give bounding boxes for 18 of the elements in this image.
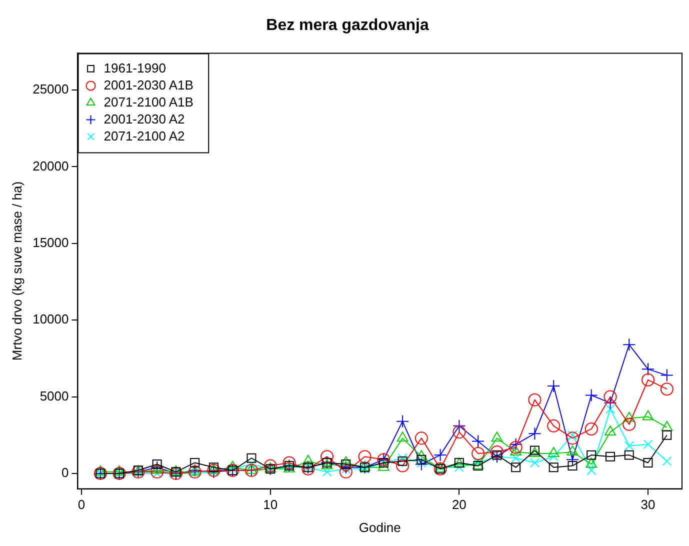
y-tick-label: 10000: [32, 312, 69, 327]
chart-title: Bez mera gazdovanja: [266, 17, 429, 34]
x-tick-label: 10: [263, 497, 278, 512]
legend-label: 2001-2030 A1B: [104, 77, 194, 92]
y-tick-label: 15000: [32, 234, 69, 250]
legend-label: 2001-2030 A2: [104, 111, 185, 126]
x-tick-label: 30: [640, 497, 656, 512]
legend-label: 2071-2100 A2: [104, 128, 185, 144]
x-axis-title: Godine: [358, 520, 401, 535]
y-tick-label: 25000: [32, 82, 69, 97]
x-tick-label: 20: [452, 497, 466, 512]
y-tick-label: 0: [62, 465, 69, 480]
y-axis-title: Mrtvo drvo (kg suve mase / ha): [9, 181, 24, 361]
legend-label: 1961-1990: [104, 60, 166, 76]
x-tick-label: 0: [78, 497, 86, 512]
y-tick-label: 5000: [40, 388, 69, 404]
y-tick-label: 20000: [32, 158, 69, 174]
legend-label: 2071-2100 A1B: [104, 94, 194, 110]
